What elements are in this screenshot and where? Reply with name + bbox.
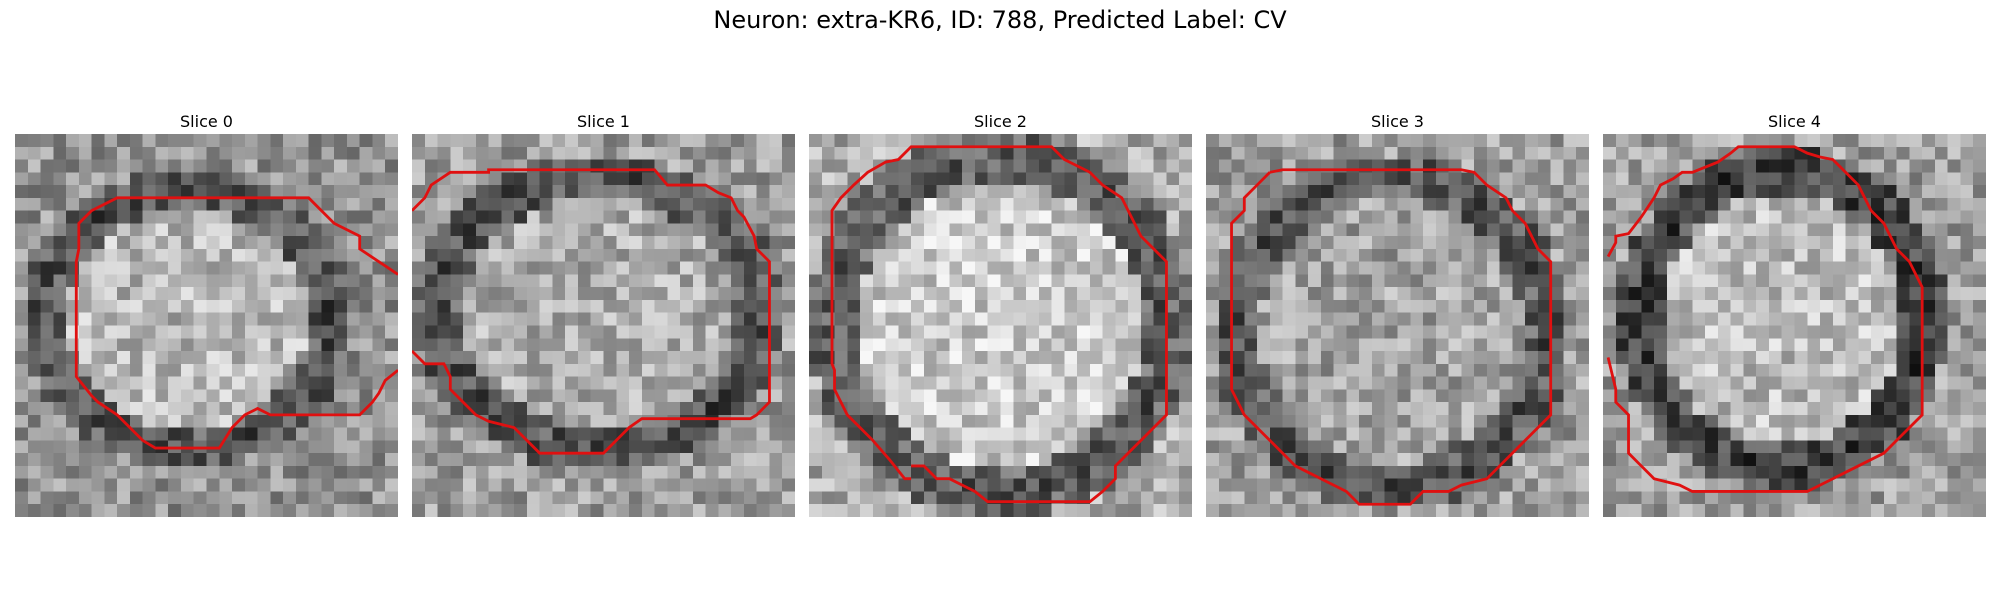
figure-title: Neuron: extra-KR6, ID: 788, Predicted La… [713, 6, 1287, 34]
slice-title: Slice 2 [974, 112, 1027, 131]
segmentation-contour [74, 196, 398, 450]
slice-image-0 [15, 134, 398, 517]
slice-image-4 [1603, 134, 1986, 517]
grayscale-pixels [15, 134, 398, 517]
segmentation-contour [1230, 168, 1553, 506]
slice-title: Slice 0 [180, 112, 233, 131]
grayscale-pixels [809, 134, 1192, 517]
slice-panel-0: Slice 0 [15, 110, 398, 517]
grayscale-pixels [412, 134, 795, 517]
slice-image-2 [809, 134, 1192, 517]
slice-title: Slice 4 [1768, 112, 1821, 131]
segmentation-contour [830, 145, 1168, 504]
segmentation-contour [412, 168, 771, 455]
slice-image-3 [1206, 134, 1589, 517]
slice-panel-2: Slice 2 [809, 110, 1192, 517]
slice-panel-4: Slice 4 [1603, 110, 1986, 517]
grayscale-pixels [1603, 134, 1986, 517]
slice-title: Slice 3 [1371, 112, 1424, 131]
slice-title: Slice 1 [577, 112, 630, 131]
slice-panel-3: Slice 3 [1206, 110, 1589, 517]
slice-panel-1: Slice 1 [412, 110, 795, 517]
grayscale-pixels [1206, 134, 1589, 517]
segmentation-contour [1606, 145, 1924, 493]
slice-image-1 [412, 134, 795, 517]
